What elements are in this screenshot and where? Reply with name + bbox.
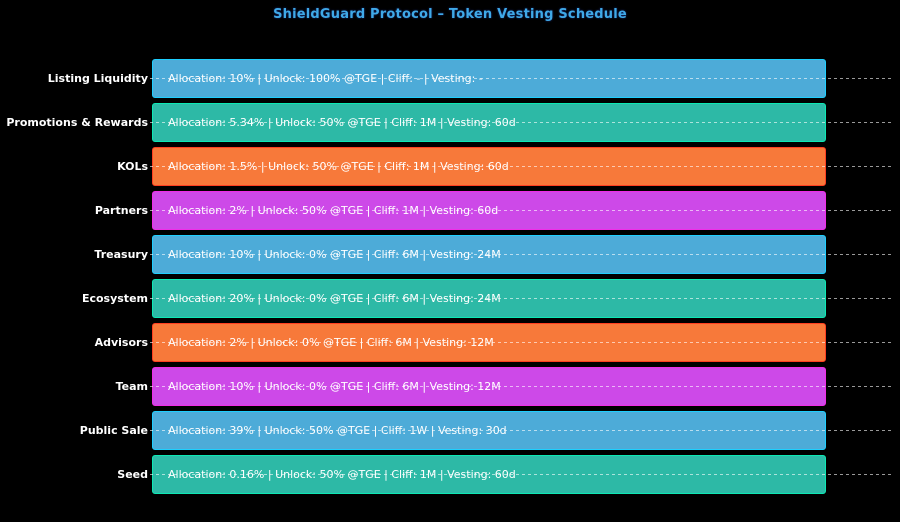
row-gridline bbox=[150, 78, 893, 79]
vesting-row: Partners Allocation: 2% | Unlock: 50% @TG… bbox=[0, 191, 900, 230]
vesting-row: Advisors Allocation: 2% | Unlock: 0% @TGE… bbox=[0, 323, 900, 362]
category-label: Partners bbox=[94, 204, 148, 217]
bar-label: Allocation: 2% | Unlock: 50% @TGE | Clif… bbox=[168, 204, 499, 217]
category-label: Team bbox=[115, 380, 148, 393]
vesting-row: Treasury Allocation: 10% | Unlock: 0% @TG… bbox=[0, 235, 900, 274]
category-label: Advisors bbox=[94, 336, 148, 349]
vesting-row: Public Sale Allocation: 39% | Unlock: 50%… bbox=[0, 411, 900, 450]
bar-label: Allocation: 0.16% | Unlock: 50% @TGE | C… bbox=[168, 468, 516, 481]
row-gridline bbox=[150, 386, 893, 387]
category-label: Treasury bbox=[94, 248, 148, 261]
vesting-row: Listing Liquidity Allocation: 10% | Unloc… bbox=[0, 59, 900, 98]
category-label: KOLs bbox=[117, 160, 148, 173]
vesting-row: Ecosystem Allocation: 20% | Unlock: 0% @T… bbox=[0, 279, 900, 318]
vesting-row: Promotions & Rewards Allocation: 5.34% | … bbox=[0, 103, 900, 142]
row-gridline bbox=[150, 254, 893, 255]
bar-label: Allocation: 20% | Unlock: 0% @TGE | Clif… bbox=[168, 292, 501, 305]
row-gridline bbox=[150, 474, 893, 475]
category-label: Listing Liquidity bbox=[47, 72, 148, 85]
row-gridline bbox=[150, 298, 893, 299]
row-gridline bbox=[150, 210, 893, 211]
vesting-row: Seed Allocation: 0.16% | Unlock: 50% @TGE… bbox=[0, 455, 900, 494]
bar-label: Allocation: 10% | Unlock: 0% @TGE | Clif… bbox=[168, 248, 501, 261]
category-label: Public Sale bbox=[79, 424, 148, 437]
vesting-row: Team Allocation: 10% | Unlock: 0% @TGE | … bbox=[0, 367, 900, 406]
row-gridline bbox=[150, 122, 893, 123]
chart-title: ShieldGuard Protocol – Token Vesting Sch… bbox=[273, 7, 627, 22]
row-gridline bbox=[150, 430, 893, 431]
row-gridline bbox=[150, 166, 893, 167]
bar-label: Allocation: 5.34% | Unlock: 50% @TGE | C… bbox=[168, 116, 516, 129]
bar-label: Allocation: 39% | Unlock: 50% @TGE | Cli… bbox=[168, 424, 507, 437]
category-label: Promotions & Rewards bbox=[6, 116, 148, 129]
bar-label: Allocation: 2% | Unlock: 0% @TGE | Cliff… bbox=[168, 336, 494, 349]
bar-label: Allocation: 10% | Unlock: 100% @TGE | Cl… bbox=[168, 72, 483, 85]
row-gridline bbox=[150, 342, 893, 343]
bar-label: Allocation: 10% | Unlock: 0% @TGE | Clif… bbox=[168, 380, 501, 393]
bar-label: Allocation: 1.5% | Unlock: 50% @TGE | Cl… bbox=[168, 160, 509, 173]
vesting-row: KOLs Allocation: 1.5% | Unlock: 50% @TGE … bbox=[0, 147, 900, 186]
category-label: Seed bbox=[117, 468, 148, 481]
category-label: Ecosystem bbox=[81, 292, 148, 305]
